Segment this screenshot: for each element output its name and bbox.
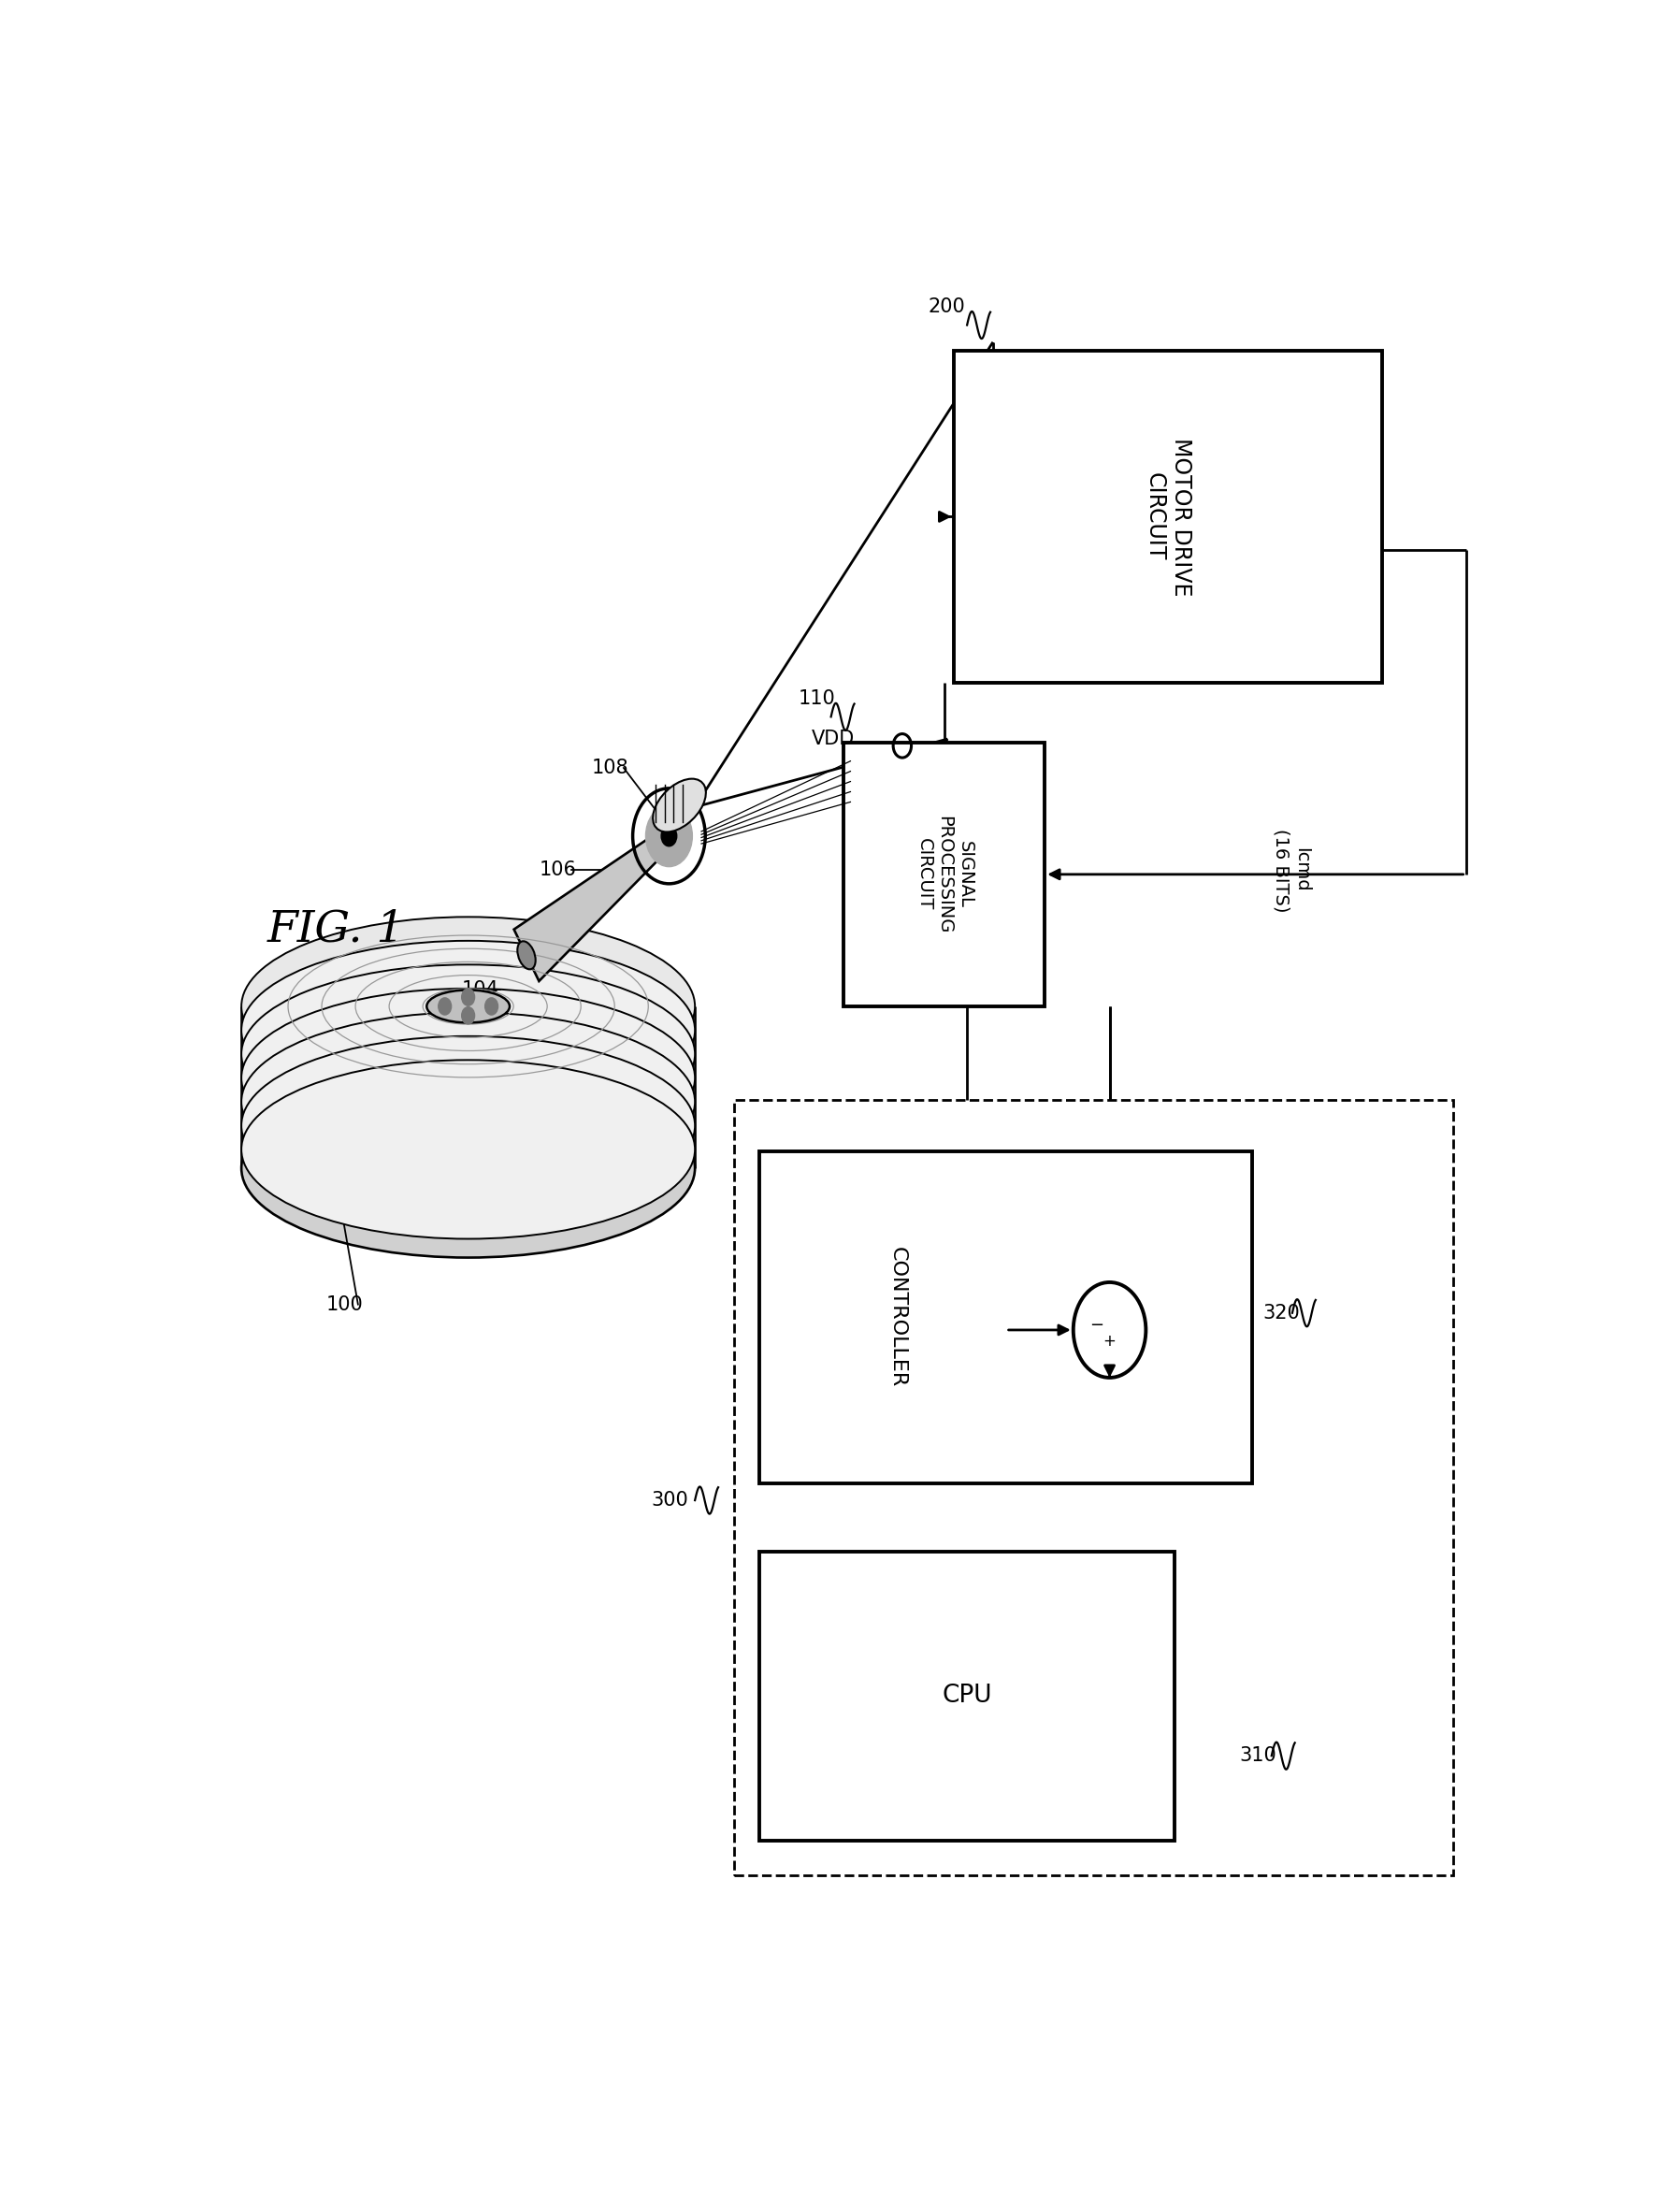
Ellipse shape	[241, 918, 696, 1095]
Text: 320: 320	[1262, 1303, 1299, 1323]
Bar	[759, 1150, 1252, 1484]
Ellipse shape	[241, 1035, 696, 1214]
Text: 300: 300	[652, 1491, 689, 1509]
Circle shape	[660, 825, 677, 847]
Bar	[759, 1551, 1174, 1840]
Circle shape	[438, 998, 451, 1015]
Text: 110: 110	[799, 690, 836, 708]
Text: 104: 104	[461, 980, 498, 998]
Text: VDD: VDD	[811, 730, 854, 748]
Circle shape	[461, 1006, 475, 1024]
Text: 200: 200	[928, 299, 965, 316]
Ellipse shape	[241, 989, 696, 1168]
Text: 106: 106	[540, 860, 577, 880]
Text: CONTROLLER: CONTROLLER	[888, 1248, 906, 1387]
Ellipse shape	[426, 991, 510, 1022]
Ellipse shape	[241, 1079, 696, 1259]
Circle shape	[485, 998, 498, 1015]
Ellipse shape	[241, 1013, 696, 1190]
Circle shape	[645, 805, 692, 867]
Polygon shape	[241, 1006, 696, 1168]
Bar	[844, 743, 1045, 1006]
Bar	[734, 1099, 1453, 1876]
Ellipse shape	[517, 940, 535, 969]
Text: −: −	[1090, 1316, 1104, 1334]
Text: 310: 310	[1239, 1747, 1276, 1765]
Ellipse shape	[652, 779, 706, 832]
Text: 108: 108	[592, 759, 629, 776]
Text: +: +	[1104, 1332, 1117, 1349]
Ellipse shape	[241, 940, 696, 1119]
Ellipse shape	[241, 1060, 696, 1239]
Text: CPU: CPU	[941, 1683, 991, 1708]
Text: MOTOR DRIVE
CIRCUIT: MOTOR DRIVE CIRCUIT	[1144, 438, 1192, 595]
Text: SIGNAL
PROCESSING
CIRCUIT: SIGNAL PROCESSING CIRCUIT	[915, 816, 973, 933]
Polygon shape	[513, 827, 674, 982]
Text: FIG. 1: FIG. 1	[268, 909, 405, 951]
Text: Icmd
(16 BITS): Icmd (16 BITS)	[1272, 827, 1311, 911]
Circle shape	[461, 989, 475, 1006]
Ellipse shape	[241, 964, 696, 1144]
Text: 100: 100	[326, 1294, 363, 1314]
Text: 102: 102	[410, 1099, 446, 1117]
Bar	[955, 352, 1381, 684]
